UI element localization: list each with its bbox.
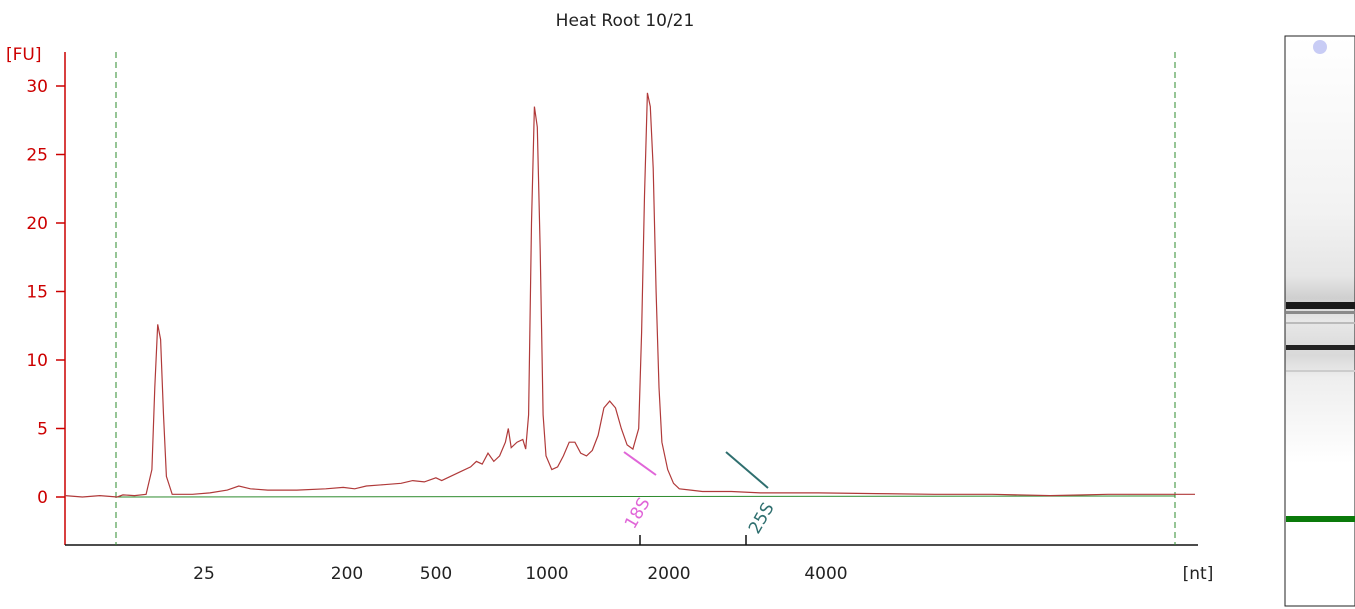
x-tick-label: 2000 [647,564,690,584]
peak-18s-label: 18S [621,494,655,532]
y-tick-label: 20 [26,214,48,234]
gel-lower-marker-band [1286,516,1355,522]
x-ticks: 25 200 500 1000 2000 4000 [193,564,847,584]
y-tick-label: 25 [26,146,48,166]
y-axis-unit-label: [FU] [6,45,42,65]
peak-18s-fit-line [623,451,657,476]
y-tick-label: 0 [37,488,48,508]
y-tick-label: 10 [26,351,48,371]
x-tick-label: 500 [420,564,452,584]
gel-band-upper-shadow [1286,311,1355,314]
y-ticks: 0 5 10 15 20 25 30 [26,77,65,508]
gel-band-faint-2 [1286,370,1355,372]
y-tick-label: 15 [26,283,48,303]
y-tick-label: 30 [26,77,48,97]
peak-25s-fit-line [725,451,769,489]
baseline-line [115,495,1176,498]
x-axis-unit-label: [nt] [1183,564,1214,584]
x-tick-label: 25 [193,564,215,584]
gel-lane-panel [1284,35,1355,607]
trace-group [64,92,1195,498]
gel-band-lower [1286,345,1355,350]
peak-25s-label: 25S [745,499,779,537]
x-tick-label: 1000 [525,564,568,584]
trace-line-series-0 [64,92,1195,498]
gel-band-upper [1286,302,1355,309]
x-tick-label: 4000 [804,564,847,584]
x-tick-label: 200 [331,564,363,584]
chart-title: Heat Root 10/21 [556,11,695,31]
gel-lane-background [1284,35,1355,607]
y-tick-label: 5 [37,420,48,440]
gel-band-faint-1 [1286,322,1355,324]
gel-well-marker-icon [1313,40,1327,54]
